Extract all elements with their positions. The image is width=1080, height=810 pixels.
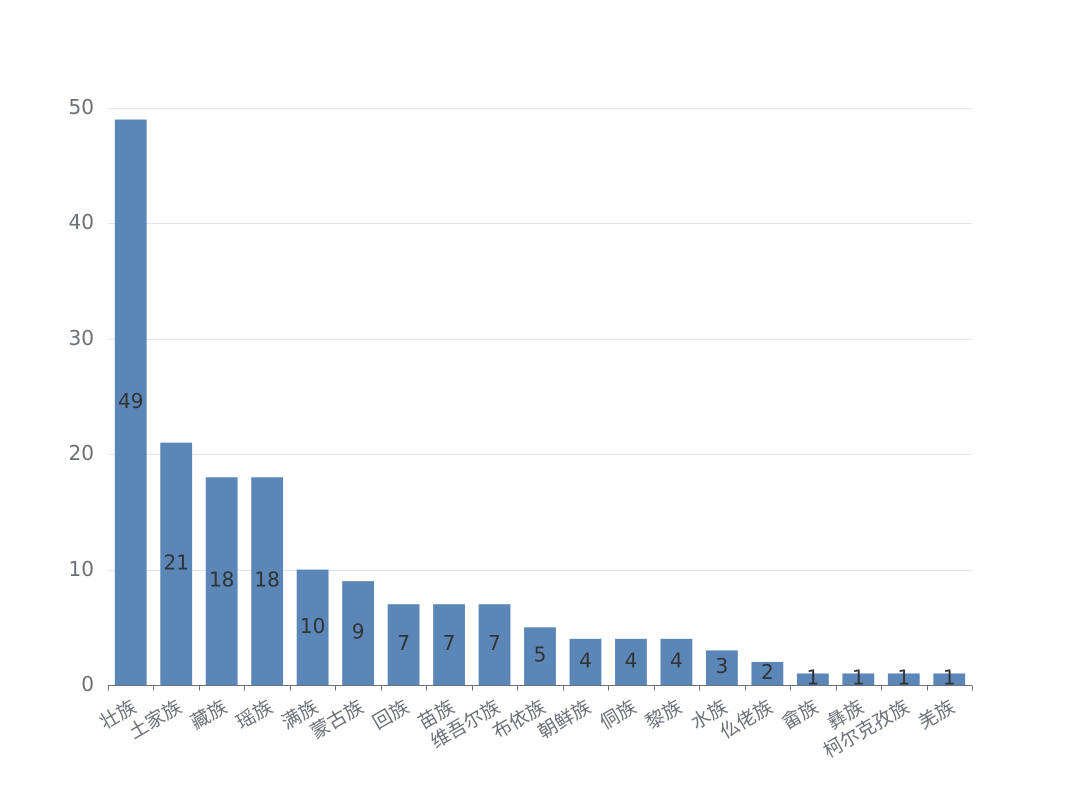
data-label: 1 <box>943 666 956 690</box>
bar <box>660 638 693 685</box>
x-category-label: 土家族 <box>125 696 185 744</box>
data-label: 4 <box>670 648 683 672</box>
bar <box>342 581 375 685</box>
bar <box>114 119 147 686</box>
bars <box>114 119 966 686</box>
data-label: 4 <box>625 648 638 672</box>
bar <box>615 638 647 685</box>
data-label: 9 <box>352 620 365 644</box>
bar <box>296 569 329 685</box>
x-axis: 壮族土家族 藏族 瑶族 满族蒙古族 回族 苗族维吾尔族布依族朝鲜族 侗族 黎族 水族仫佬族 畲族彝… <box>96 685 973 763</box>
x-category-label: 羌族 <box>915 696 959 734</box>
data-label: 21 <box>163 550 188 574</box>
data-label: 1 <box>852 666 865 690</box>
bar <box>705 650 738 685</box>
x-category-label: 仫佬族 <box>716 696 776 744</box>
data-label: 7 <box>397 631 410 655</box>
data-label: 7 <box>488 631 501 655</box>
bar <box>751 661 784 685</box>
y-tick-label: 0 <box>81 672 94 696</box>
data-label: 18 <box>209 568 234 592</box>
data-label: 3 <box>716 654 729 678</box>
data-label: 7 <box>443 631 456 655</box>
data-label: 18 <box>254 568 279 592</box>
bar <box>433 604 465 685</box>
bar <box>524 627 556 685</box>
y-tick-label: 40 <box>69 210 94 234</box>
x-category-label: 回族 <box>369 696 413 734</box>
data-label: 49 <box>118 389 143 413</box>
data-label: 1 <box>806 666 819 690</box>
bar <box>205 477 238 685</box>
y-tick-label: 10 <box>69 557 94 581</box>
data-label: 1 <box>897 666 910 690</box>
bar <box>160 442 193 685</box>
y-tick-label: 30 <box>69 326 94 350</box>
data-label: 10 <box>300 614 325 638</box>
data-label: 4 <box>579 648 592 672</box>
grid-lines <box>108 108 972 571</box>
y-axis-tick-labels: 0 10 20 30 40 50 <box>69 95 94 696</box>
bar <box>569 638 602 685</box>
y-tick-label: 20 <box>69 441 94 465</box>
x-category-label: 畲族 <box>778 696 822 734</box>
x-category-label: 藏族 <box>187 696 231 734</box>
x-category-label: 瑶族 <box>233 696 277 734</box>
x-category-label: 侗族 <box>596 696 640 734</box>
bar <box>887 673 920 685</box>
data-label: 2 <box>761 660 774 684</box>
bar <box>251 477 284 685</box>
x-category-label: 朝鲜族 <box>534 696 594 744</box>
data-label: 5 <box>534 643 547 667</box>
bar <box>796 673 829 685</box>
y-tick-label: 50 <box>69 95 94 119</box>
x-category-label: 黎族 <box>642 696 686 734</box>
bar <box>933 673 966 685</box>
bar <box>478 604 511 685</box>
bar <box>842 673 875 685</box>
bar <box>387 604 420 685</box>
x-category-label: 蒙古族 <box>307 696 367 744</box>
